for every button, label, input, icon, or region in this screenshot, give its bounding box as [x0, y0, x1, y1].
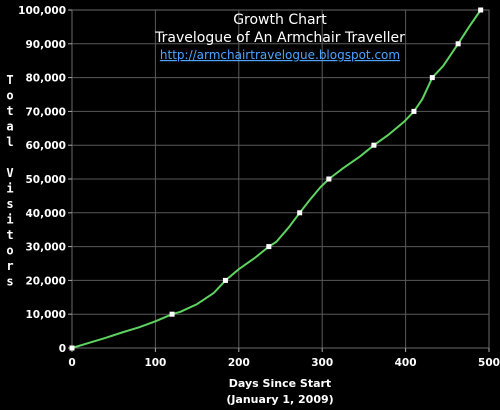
chart-subtitle: Travelogue of An Armchair Traveller	[154, 30, 405, 46]
y-axis-label-char: s	[6, 197, 13, 211]
y-axis-label-char: r	[6, 259, 13, 273]
y-tick-label: 100,000	[18, 5, 66, 17]
y-axis-label-char: s	[6, 275, 13, 289]
x-tick-label: 0	[68, 357, 75, 369]
data-point	[266, 244, 272, 250]
data-point	[326, 176, 332, 182]
data-point	[429, 75, 435, 81]
data-point	[371, 142, 377, 148]
y-tick-label: 30,000	[25, 242, 66, 254]
y-tick-label: 90,000	[25, 39, 66, 51]
y-axis-label-char: V	[6, 166, 13, 180]
data-point	[169, 311, 175, 317]
x-tick-label: 100	[144, 357, 166, 369]
y-tick-label: 20,000	[25, 275, 66, 287]
data-point	[222, 277, 228, 283]
x-tick-label: 400	[395, 357, 417, 369]
x-tick-label: 200	[228, 357, 250, 369]
y-axis-label-char: o	[6, 244, 13, 258]
data-point	[297, 210, 303, 216]
series-total-visitors	[71, 9, 482, 349]
x-tick-labels: 0 100 200 300 400 500	[68, 357, 500, 369]
y-tick-label: 40,000	[25, 208, 66, 220]
data-point	[69, 345, 75, 351]
data-point	[411, 108, 417, 114]
milestone-markers	[69, 7, 484, 351]
y-axis-label-char: i	[6, 213, 13, 227]
series-line	[71, 9, 482, 349]
grid-lines	[68, 9, 490, 352]
y-tick-labels: 0 10,000 20,000 30,000 40,000 50,000 60,000 70,…	[18, 5, 66, 355]
y-axis-label-char: t	[6, 228, 13, 242]
data-point	[478, 7, 484, 13]
y-tick-label: 60,000	[25, 140, 66, 152]
y-axis-label-char: o	[6, 89, 13, 103]
blog-link[interactable]: http://armchairtravelogue.blogspot.com	[160, 48, 400, 62]
y-tick-label: 50,000	[25, 174, 66, 186]
y-axis-label-char: t	[6, 104, 13, 118]
x-axis-label-line2: (January 1, 2009)	[226, 393, 333, 406]
x-axis-label-line1: Days Since Start	[229, 377, 331, 390]
x-tick-label: 300	[311, 357, 333, 369]
data-point	[455, 41, 461, 47]
y-tick-label: 70,000	[25, 106, 66, 118]
y-tick-label: 10,000	[25, 309, 66, 321]
y-tick-label: 80,000	[25, 73, 66, 85]
y-axis-label-char: l	[6, 135, 13, 149]
y-tick-label: 0	[59, 343, 66, 355]
y-axis-label-char: a	[6, 120, 13, 134]
y-axis-label-char: T	[6, 73, 13, 87]
y-axis-label-char: i	[6, 182, 13, 196]
chart-title: Growth Chart	[233, 12, 327, 28]
x-tick-label: 500	[478, 357, 500, 369]
